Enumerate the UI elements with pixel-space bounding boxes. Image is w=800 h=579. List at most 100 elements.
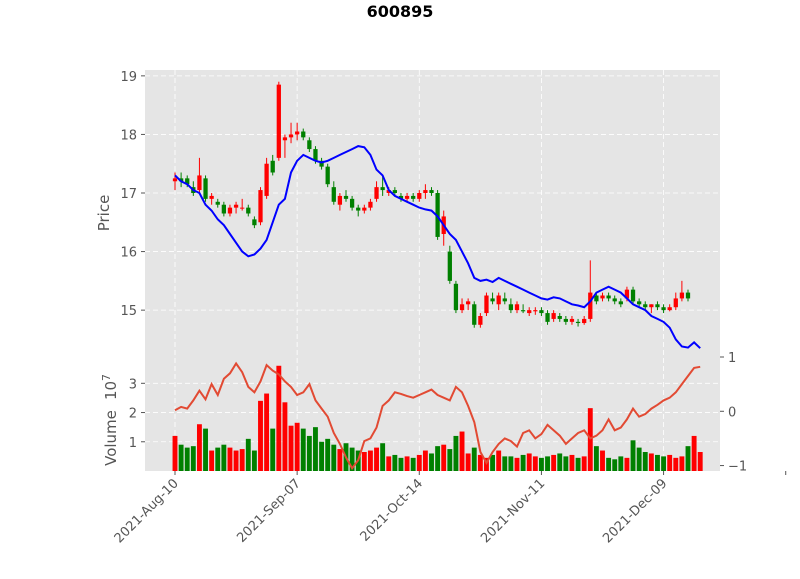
volume-bar: [361, 452, 367, 471]
candle: [307, 137, 312, 152]
candle: [588, 260, 593, 322]
candle: [246, 204, 251, 217]
candle-body: [624, 289, 630, 299]
candle-body: [527, 310, 532, 314]
volume-bar: [520, 454, 526, 471]
volume-bar: [496, 450, 502, 471]
candle-body: [215, 201, 220, 205]
volume-bar: [569, 454, 575, 471]
candle: [563, 316, 568, 325]
volume-bar: [288, 425, 294, 471]
price-y-ticks: 15 16 17 18 19: [120, 70, 145, 319]
volume-bar: [196, 424, 202, 471]
oscillator-y-ticks: −1 0 1: [720, 351, 747, 475]
volume-bar: [386, 456, 392, 471]
volume-bar: [380, 443, 386, 471]
volume-bar: [294, 422, 300, 471]
volume-bar: [477, 454, 483, 471]
candle-body: [673, 298, 678, 308]
candle-body: [520, 310, 526, 312]
candle: [508, 298, 514, 314]
volume-bar: [367, 450, 373, 471]
volume-bar: [184, 447, 190, 471]
volume-bar: [600, 450, 605, 471]
candle: [551, 310, 556, 322]
candle: [374, 181, 379, 202]
candle-body: [386, 190, 391, 193]
candle: [630, 286, 636, 305]
candle-body: [545, 313, 550, 322]
volume-bar: [532, 456, 538, 471]
volume-bar: [233, 450, 239, 471]
oscillator-tick-label: −1: [728, 460, 747, 475]
candle: [447, 245, 452, 284]
candle-body: [411, 195, 416, 199]
candle: [319, 157, 324, 170]
candle-body: [276, 84, 281, 158]
volume-bar: [581, 456, 587, 471]
volume-bar: [410, 457, 416, 471]
candle-body: [472, 304, 477, 325]
volume-bar: [679, 456, 685, 471]
candle-body: [612, 298, 617, 302]
candle-body: [557, 316, 562, 319]
candle-body: [606, 295, 611, 299]
candle-body: [264, 163, 269, 196]
candle-body: [453, 283, 459, 311]
price-axis-label: Price: [95, 195, 113, 232]
volume-bar: [508, 456, 514, 471]
volume-bar: [618, 456, 624, 471]
candle: [325, 163, 330, 188]
volume-bar: [685, 446, 691, 471]
volume-bar: [337, 449, 343, 471]
candle-body: [282, 137, 288, 141]
candle-body: [502, 298, 507, 302]
volume-bar: [203, 428, 208, 471]
candles: [172, 81, 691, 328]
candle: [533, 307, 538, 315]
candle-body: [679, 292, 685, 299]
candle-body: [466, 301, 471, 305]
volume-tick-label: 2: [129, 407, 137, 422]
volume-bar: [178, 444, 184, 471]
candle: [484, 292, 489, 316]
volume-bar: [404, 456, 410, 471]
candle: [221, 201, 226, 217]
volume-bars: [172, 365, 703, 471]
candle-body: [685, 292, 691, 299]
candle: [582, 316, 587, 325]
candle-body: [417, 193, 422, 199]
volume-bar: [551, 454, 557, 471]
candle: [288, 122, 294, 144]
candle-body: [356, 207, 361, 211]
candle-body: [429, 190, 434, 193]
candle: [496, 292, 501, 311]
candle-body: [447, 251, 452, 281]
volume-bar: [270, 428, 276, 471]
candle-body: [362, 207, 367, 211]
candle-body: [197, 175, 202, 191]
volume-bar: [545, 456, 550, 471]
volume-bar: [563, 456, 569, 471]
candle-body: [258, 190, 263, 223]
volume-tick-label: 1: [129, 436, 137, 451]
candle-body: [563, 318, 568, 322]
candle: [264, 157, 269, 199]
volume-bar: [313, 427, 318, 471]
candle: [362, 204, 367, 214]
candle: [233, 201, 239, 214]
volume-y-ticks: 1 2 3: [129, 377, 145, 451]
volume-bar: [245, 438, 251, 471]
candle-body: [667, 307, 672, 311]
candle-body: [209, 195, 214, 199]
candle: [606, 292, 611, 302]
candle: [343, 190, 349, 202]
volume-bar: [667, 454, 673, 471]
volume-bar: [398, 457, 404, 471]
volume-bar: [606, 457, 612, 471]
candle: [557, 313, 562, 322]
candle-body: [618, 301, 623, 305]
candle-body: [484, 295, 489, 314]
x-ticks: 2021-Aug-10 2021-Sep-07 2021-Oct-14 2021-No…: [112, 471, 787, 546]
